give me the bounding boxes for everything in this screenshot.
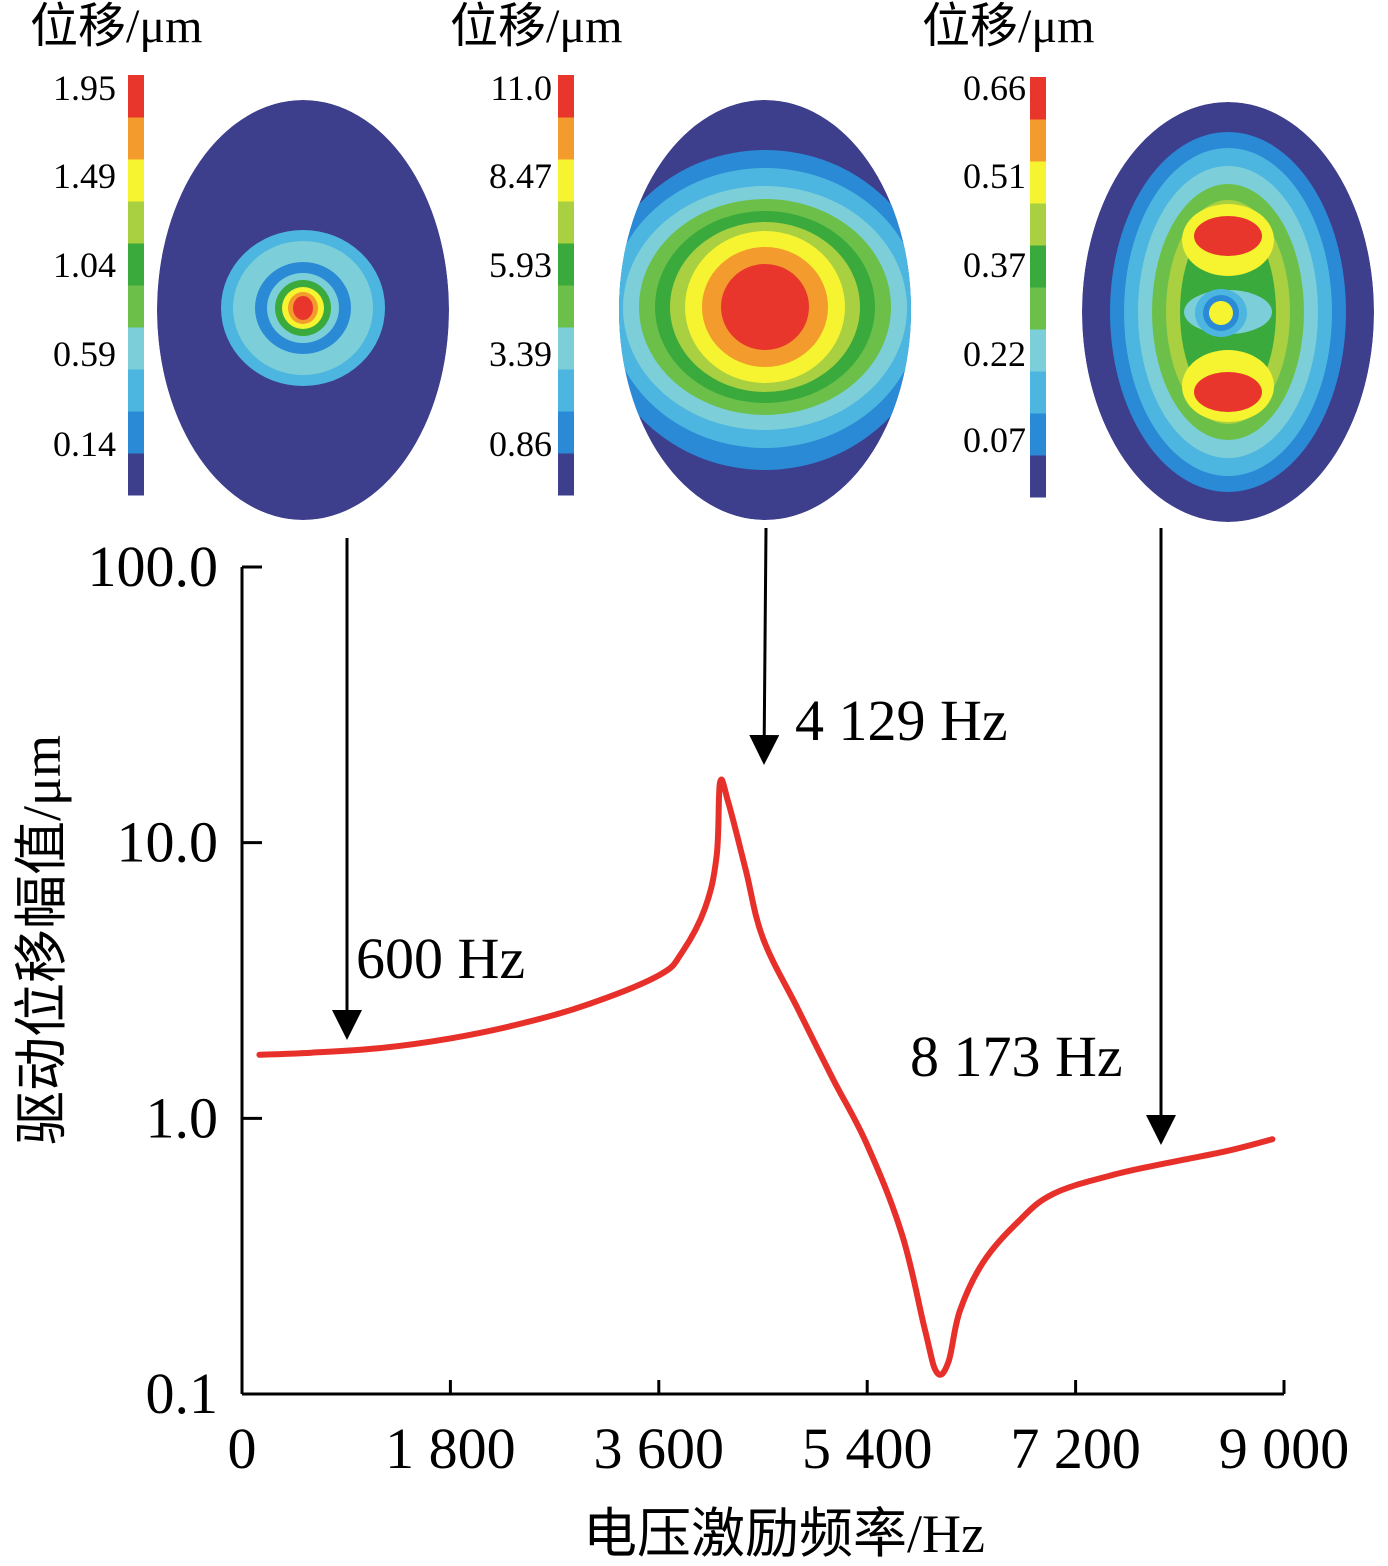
y-ticks: 0.1 1.0 10.0 100.0 [88, 534, 262, 1426]
colorbar-tick-label: 11.0 [490, 68, 552, 108]
colorbar-segment [1030, 329, 1046, 372]
colorbar [128, 75, 144, 496]
contour-panel-2: 位移/μm 11.0 8.47 5.93 3.39 0.86 [450, 0, 911, 520]
colorbar-tick-label: 0.86 [489, 424, 552, 464]
contour-panel-3: 位移/μm 0.66 0.51 0.37 0.22 0.07 [922, 0, 1374, 522]
colorbar-segment [1030, 119, 1046, 162]
colorbar [558, 75, 574, 496]
contour-band [721, 264, 809, 350]
colorbar-segment [1030, 245, 1046, 288]
colorbar [1030, 77, 1046, 498]
colorbar-tick-label: 3.39 [489, 334, 552, 374]
y-tick-label: 0.1 [146, 1361, 219, 1426]
contour-band [1194, 216, 1262, 256]
colorbar-segment [1030, 287, 1046, 330]
annotation-label-8173hz: 8 173 Hz [910, 1024, 1123, 1089]
annotations: 600 Hz 4 129 Hz 8 173 Hz [332, 527, 1176, 1145]
colorbar-tick-label: 0.22 [963, 334, 1026, 374]
y-axis-title: 驱动位移幅值/μm [12, 735, 72, 1145]
colorbar-segment [128, 411, 144, 454]
x-tick-label: 7 200 [1010, 1416, 1141, 1481]
colorbar-segment [558, 243, 574, 286]
chart-axes: 0 1 800 3 600 5 400 7 200 9 000 0.1 1.0 10.0 100… [88, 534, 1350, 1481]
colorbar-tick-label: 0.07 [963, 420, 1026, 460]
colorbar-segment [1030, 161, 1046, 204]
tick-label-group: 0.66 0.51 0.37 0.22 0.07 [963, 68, 1026, 460]
colorbar-segment [558, 453, 574, 496]
colorbar-segment [558, 411, 574, 454]
colorbar-segment [128, 201, 144, 244]
x-tick-label: 1 800 [385, 1416, 516, 1481]
x-tick-label: 9 000 [1219, 1416, 1350, 1481]
colorbar-segment [1030, 413, 1046, 456]
colorbar-segment [558, 369, 574, 412]
colorbar-tick-label: 8.47 [489, 156, 552, 196]
colorbar-segment [128, 117, 144, 160]
colorbar-title: 位移/μm [450, 0, 622, 53]
colorbar-title: 位移/μm [30, 0, 202, 53]
colorbar-tick-label: 0.66 [963, 68, 1026, 108]
colorbar-segment [128, 327, 144, 370]
colorbar-tick-label: 1.95 [53, 68, 116, 108]
colorbar-tick-label: 0.37 [963, 245, 1026, 285]
displacement-contour-plate [1082, 102, 1374, 522]
colorbar-segment [128, 285, 144, 328]
contour-band [293, 296, 313, 320]
colorbar-segment [558, 75, 574, 118]
colorbar-tick-label: 0.51 [963, 156, 1026, 196]
x-ticks: 0 1 800 3 600 5 400 7 200 9 000 [228, 1380, 1350, 1481]
colorbar-segment [128, 243, 144, 286]
y-tick-label: 100.0 [88, 534, 219, 599]
annotation-label-600hz: 600 Hz [356, 926, 525, 991]
colorbar-segment [1030, 203, 1046, 246]
colorbar-segment [1030, 455, 1046, 498]
colorbar-tick-label: 5.93 [489, 245, 552, 285]
colorbar-segment [128, 159, 144, 202]
colorbar-segment [128, 75, 144, 118]
contour-panel-1: 位移/μm 1.95 1.49 1.04 0.59 0.14 [30, 0, 449, 520]
tick-label-group: 11.0 8.47 5.93 3.39 0.86 [489, 68, 552, 464]
colorbar-segment [558, 285, 574, 328]
colorbar-tick-label: 0.14 [53, 424, 116, 464]
contour-band [1194, 372, 1262, 412]
colorbar-segment [558, 201, 574, 244]
displacement-contour-plate [157, 100, 449, 520]
x-axis-title: 电压激励频率/Hz [583, 1504, 985, 1564]
y-tick-label: 10.0 [117, 810, 219, 875]
colorbar-segment [558, 159, 574, 202]
colorbar-tick-label: 1.04 [53, 245, 116, 285]
colorbar-segment [128, 369, 144, 412]
displacement-contour-plate [619, 100, 911, 520]
x-tick-label: 0 [228, 1416, 257, 1481]
x-tick-label: 3 600 [594, 1416, 725, 1481]
colorbar-tick-label: 1.49 [53, 156, 116, 196]
colorbar-segment [1030, 77, 1046, 120]
colorbar-tick-label: 0.59 [53, 334, 116, 374]
y-tick-label: 1.0 [146, 1085, 219, 1150]
colorbar-segment [558, 117, 574, 160]
annotation-arrow-4129hz [749, 527, 780, 765]
contour-band [1209, 301, 1233, 325]
colorbar-segment [128, 453, 144, 496]
colorbar-segment [1030, 371, 1046, 414]
series-line-displacement [256, 776, 1276, 1378]
x-tick-label: 5 400 [802, 1416, 933, 1481]
tick-label-group: 1.95 1.49 1.04 0.59 0.14 [53, 68, 116, 464]
colorbar-segment [558, 327, 574, 370]
colorbar-title: 位移/μm [922, 0, 1094, 53]
annotation-label-4129hz: 4 129 Hz [795, 688, 1008, 753]
